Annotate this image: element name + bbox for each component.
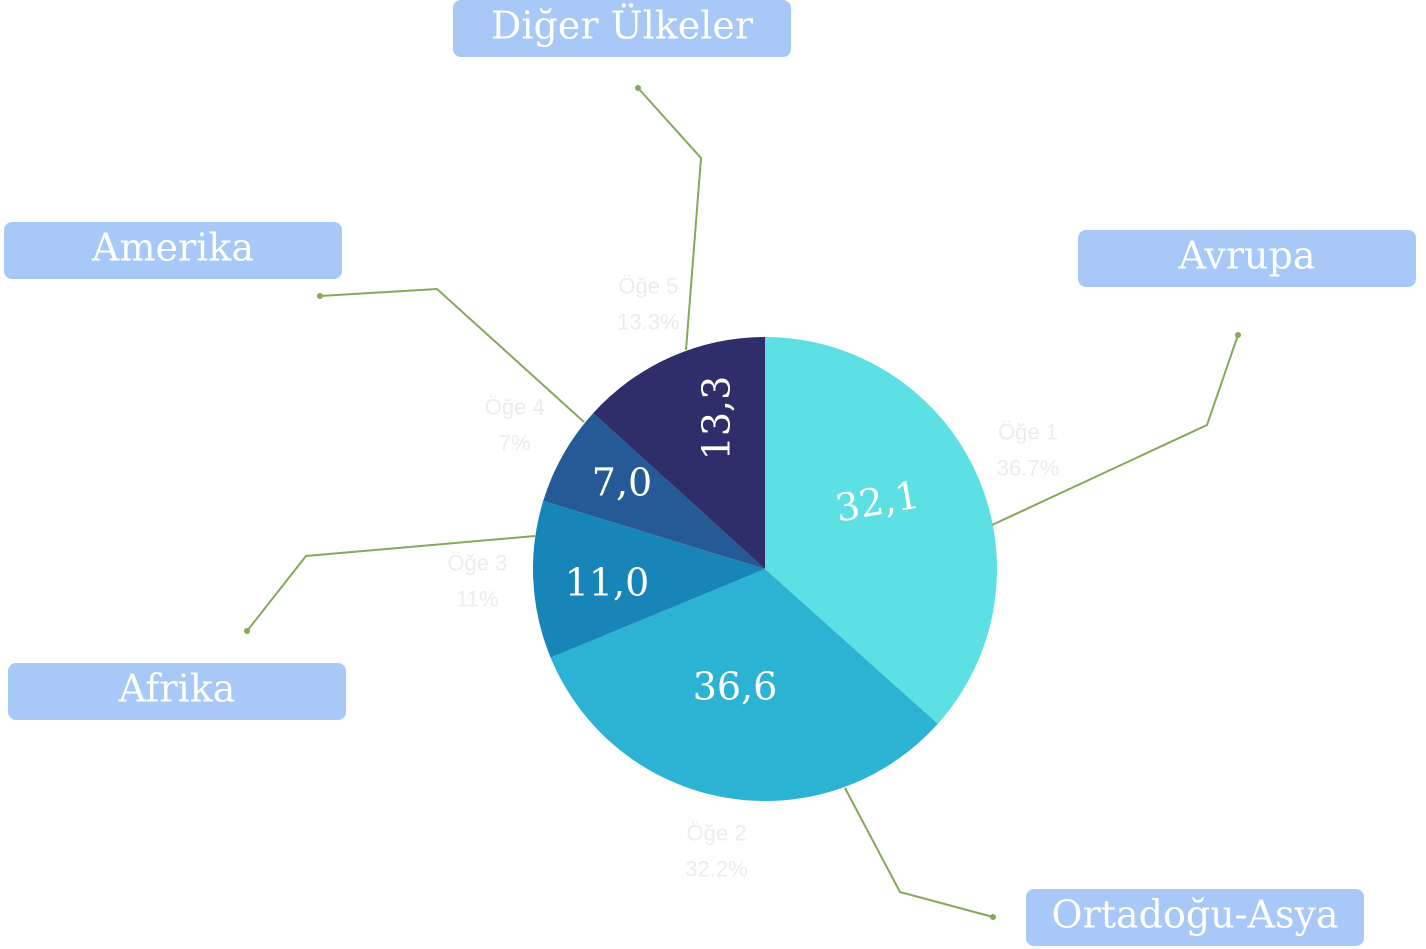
- slice-category: Öğe 5: [618, 273, 678, 298]
- slice-category: Öğe 2: [687, 821, 747, 846]
- leader-dot: [1235, 332, 1241, 338]
- slice-number: 11,0: [565, 561, 650, 605]
- pie-slice: [533, 500, 765, 658]
- leader-dot: [990, 914, 996, 920]
- leader-line: [844, 787, 994, 918]
- slice-percent: 13.3%: [617, 309, 679, 334]
- callout-text: Diğer Ülkeler: [491, 4, 754, 48]
- callout-text: Avrupa: [1178, 234, 1316, 278]
- slice-percent: 7%: [499, 430, 531, 455]
- leader-line: [246, 535, 536, 632]
- callout-box: [8, 663, 346, 720]
- leader-line: [637, 87, 703, 351]
- leader-line: [991, 334, 1239, 526]
- slice-number: 13,3: [695, 376, 739, 461]
- callout-box: [4, 222, 342, 279]
- slice-percent: 36.7%: [997, 455, 1059, 480]
- callout-text: Amerika: [91, 226, 254, 270]
- callout-box: [453, 0, 791, 57]
- leader-dot: [635, 85, 641, 91]
- pie-slice: [550, 569, 938, 802]
- pie-slice: [593, 337, 765, 569]
- callout-text: Ortadoğu-Asya: [1051, 893, 1338, 937]
- leader-line: [319, 287, 585, 423]
- slice-percent: 32.2%: [685, 857, 747, 882]
- pie-slice: [765, 337, 998, 724]
- callout-box: [1026, 889, 1364, 946]
- callout-text: Afrika: [118, 667, 236, 711]
- leader-dot: [317, 293, 323, 299]
- slice-number: 7,0: [592, 461, 652, 505]
- slice-number: 36,6: [693, 665, 778, 709]
- slice-category: Öğe 1: [998, 419, 1058, 444]
- slice-category: Öğe 3: [447, 550, 507, 575]
- callout-box: [1078, 230, 1416, 287]
- slice-category: Öğe 4: [485, 394, 545, 419]
- leader-dot: [244, 628, 250, 634]
- pie-slice: [543, 413, 765, 569]
- slice-percent: 11%: [456, 586, 498, 611]
